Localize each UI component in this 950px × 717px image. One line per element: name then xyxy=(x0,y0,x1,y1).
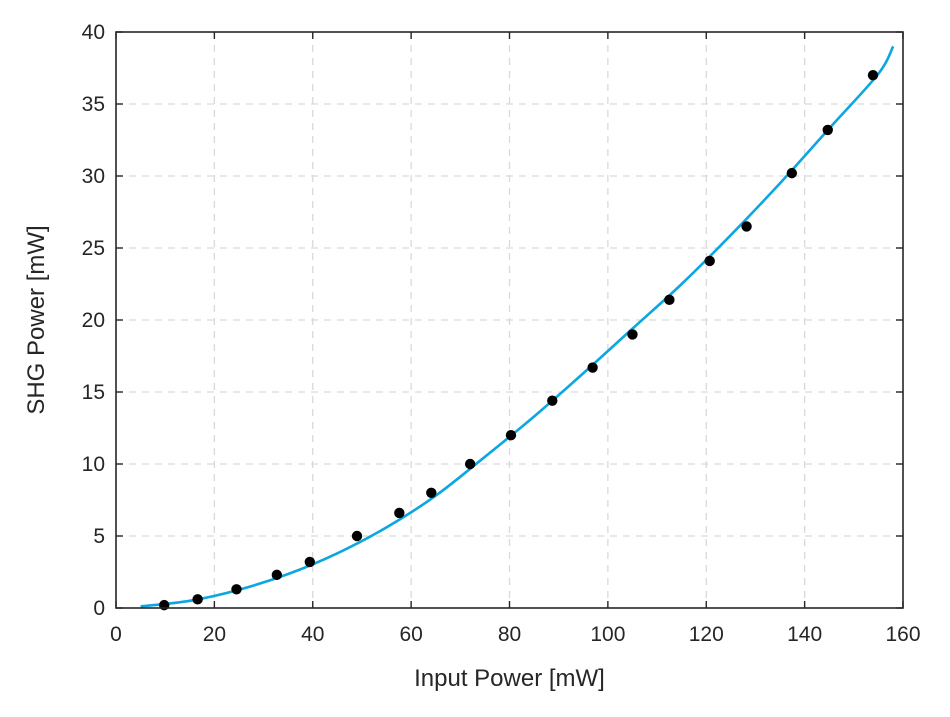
data-point xyxy=(464,458,476,470)
x-tick-label: 20 xyxy=(203,623,226,646)
x-tick-label: 100 xyxy=(590,623,625,646)
y-tick-label: 0 xyxy=(93,597,105,620)
x-axis-label: Input Power [mW] xyxy=(414,665,605,692)
y-tick-label: 25 xyxy=(82,237,105,260)
x-tick-label: 40 xyxy=(301,623,324,646)
data-point xyxy=(867,70,879,81)
data-point xyxy=(786,167,798,179)
data-point xyxy=(627,329,638,340)
axis-ticks: 0 20 40 60 80 100 120 140 160 0 5 10 15 20 25 30 35 40 xyxy=(82,21,921,646)
y-tick-label: 30 xyxy=(82,165,105,188)
x-tick-label: 160 xyxy=(885,623,920,646)
y-tick-label: 10 xyxy=(82,453,105,476)
y-tick-label: 5 xyxy=(93,525,105,548)
x-tick-label: 140 xyxy=(787,623,822,646)
y-tick-label: 20 xyxy=(82,309,105,332)
data-point xyxy=(822,124,833,136)
y-tick-label: 40 xyxy=(82,21,105,44)
data-point xyxy=(426,487,437,498)
x-tick-label: 80 xyxy=(498,623,521,646)
y-tick-label: 35 xyxy=(82,93,105,116)
grid-lines xyxy=(116,32,903,608)
data-point xyxy=(704,255,715,267)
x-tick-label: 0 xyxy=(110,623,122,646)
data-point xyxy=(741,221,752,232)
data-point xyxy=(271,569,283,581)
data-point xyxy=(304,556,315,568)
data-point xyxy=(394,507,405,519)
data-point xyxy=(192,594,203,605)
y-tick-label: 15 xyxy=(82,381,105,404)
y-axis-label: SHG Power [mW] xyxy=(23,225,50,414)
data-point xyxy=(231,584,242,595)
data-point xyxy=(664,294,675,306)
data-point xyxy=(587,362,598,373)
x-tick-label: 60 xyxy=(399,623,422,646)
data-point xyxy=(351,530,363,542)
data-point xyxy=(505,430,517,441)
data-point xyxy=(547,395,558,406)
x-tick-label: 120 xyxy=(689,623,724,646)
